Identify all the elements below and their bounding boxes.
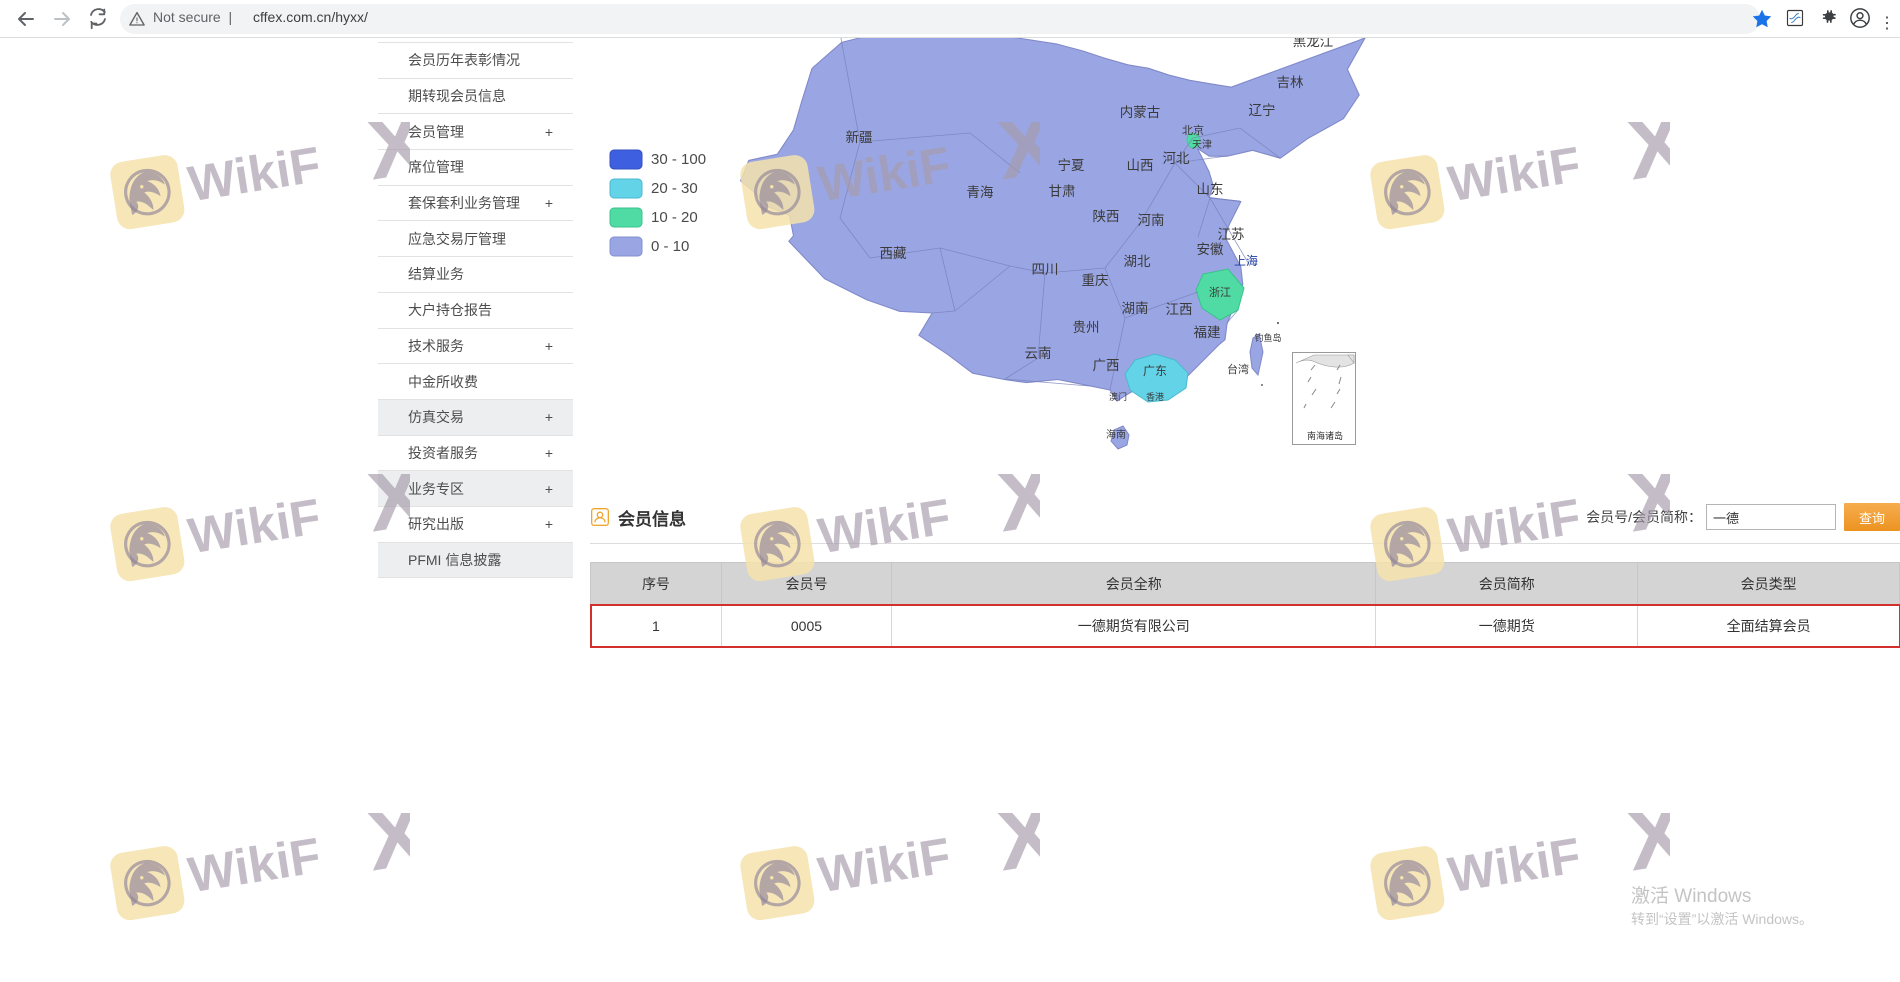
svg-text:江西: 江西 bbox=[1166, 302, 1193, 317]
svg-text:钓鱼岛: 钓鱼岛 bbox=[1254, 332, 1281, 343]
svg-text:福建: 福建 bbox=[1194, 325, 1221, 340]
svg-text:WikiF: WikiF bbox=[1444, 827, 1584, 903]
svg-text:黑龙江: 黑龙江 bbox=[1293, 38, 1334, 49]
svg-text:湖南: 湖南 bbox=[1122, 301, 1149, 316]
svg-text:新疆: 新疆 bbox=[846, 130, 873, 145]
svg-text:云南: 云南 bbox=[1025, 346, 1052, 361]
svg-text:重庆: 重庆 bbox=[1082, 273, 1109, 288]
svg-text:山东: 山东 bbox=[1197, 182, 1224, 197]
svg-text:WikiF: WikiF bbox=[184, 136, 324, 212]
svg-text:WikiF: WikiF bbox=[814, 827, 954, 903]
svg-text:澳门: 澳门 bbox=[1109, 391, 1127, 402]
svg-text:WikiF: WikiF bbox=[184, 827, 324, 903]
svg-text:X: X bbox=[1620, 813, 1670, 890]
svg-text:香港: 香港 bbox=[1146, 391, 1164, 402]
svg-text:10 - 20: 10 - 20 bbox=[651, 209, 698, 226]
svg-text:江苏: 江苏 bbox=[1218, 227, 1245, 242]
svg-text:广西: 广西 bbox=[1093, 358, 1120, 373]
svg-text:天津: 天津 bbox=[1192, 139, 1212, 151]
svg-text:广东: 广东 bbox=[1143, 364, 1167, 378]
svg-text:上海: 上海 bbox=[1234, 253, 1258, 268]
svg-text:河北: 河北 bbox=[1163, 151, 1191, 166]
svg-text:甘肃: 甘肃 bbox=[1049, 184, 1076, 199]
svg-text:0 - 10: 0 - 10 bbox=[651, 238, 689, 255]
svg-text:海南: 海南 bbox=[1106, 428, 1126, 441]
svg-text:浙江: 浙江 bbox=[1209, 286, 1231, 299]
svg-text:河南: 河南 bbox=[1138, 213, 1165, 228]
svg-text:20 - 30: 20 - 30 bbox=[651, 180, 698, 197]
svg-text:宁夏: 宁夏 bbox=[1058, 157, 1086, 173]
svg-text:X: X bbox=[360, 813, 410, 890]
svg-text:内蒙古: 内蒙古 bbox=[1120, 105, 1161, 120]
svg-text:贵州: 贵州 bbox=[1073, 320, 1100, 335]
svg-text:陕西: 陕西 bbox=[1093, 209, 1120, 224]
svg-text:南海诸岛: 南海诸岛 bbox=[1307, 430, 1343, 441]
svg-text:湖北: 湖北 bbox=[1124, 254, 1152, 269]
svg-text:北京: 北京 bbox=[1182, 123, 1204, 137]
svg-text:X: X bbox=[990, 813, 1040, 890]
svg-text:辽宁: 辽宁 bbox=[1249, 102, 1276, 118]
svg-text:四川: 四川 bbox=[1032, 262, 1059, 277]
svg-text:吉林: 吉林 bbox=[1277, 75, 1305, 90]
svg-text:西藏: 西藏 bbox=[880, 246, 908, 261]
svg-text:安徽: 安徽 bbox=[1197, 242, 1225, 257]
svg-text:山西: 山西 bbox=[1127, 158, 1154, 173]
svg-text:台湾: 台湾 bbox=[1227, 362, 1249, 376]
svg-text:青海: 青海 bbox=[967, 185, 994, 200]
svg-text:WikiF: WikiF bbox=[184, 488, 324, 564]
svg-text:30 - 100: 30 - 100 bbox=[651, 151, 706, 168]
